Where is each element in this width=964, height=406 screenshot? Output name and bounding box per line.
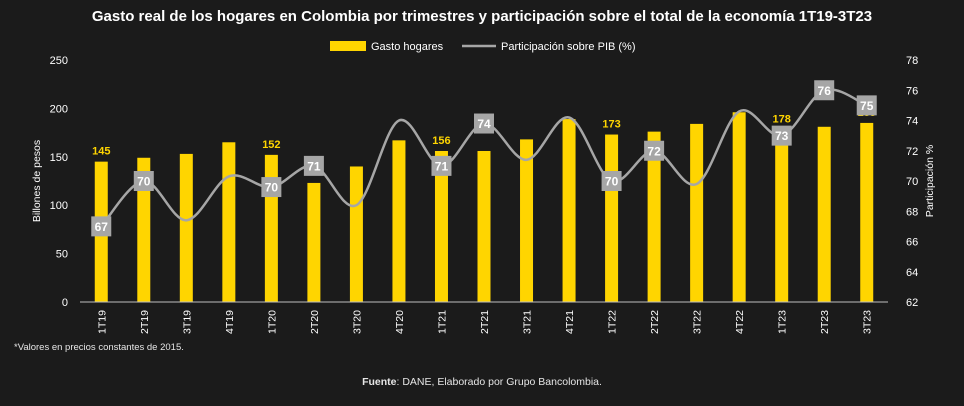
bar (605, 134, 619, 302)
line-label-badge (91, 216, 112, 237)
bar-data-label: 152 (262, 139, 280, 151)
y2-axis-label: Participación % (924, 145, 936, 217)
y-tick-label: 100 (50, 200, 68, 212)
x-tick-label: 2T19 (139, 310, 151, 334)
line-data-label: 67 (95, 220, 109, 234)
x-tick-label: 1T19 (96, 310, 108, 334)
x-tick-label: 2T21 (479, 310, 491, 334)
y2-tick-label: 78 (906, 55, 918, 67)
bar (349, 166, 363, 302)
bar (732, 112, 746, 302)
line-data-label: 70 (605, 175, 619, 189)
line-data-label: 74 (477, 117, 491, 131)
chart-title: Gasto real de los hogares en Colombia po… (91, 8, 873, 25)
line-data-label: 70 (137, 175, 151, 189)
line-label-badge (771, 125, 792, 146)
bar (860, 122, 874, 302)
line-label-badge (601, 171, 622, 191)
y2-tick-label: 72 (906, 146, 918, 158)
y-axis-label: Billones de pesos (31, 140, 43, 222)
bar (434, 150, 448, 302)
bar (562, 119, 576, 302)
bar (477, 150, 491, 302)
x-tick-label: 4T21 (564, 310, 576, 334)
legend-swatch-bars (330, 41, 366, 51)
x-tick-label: 1T22 (607, 310, 619, 334)
x-tick-label: 4T20 (394, 310, 406, 334)
line-data-label: 70 (265, 181, 279, 195)
bar (647, 131, 661, 302)
source-note: Fuente: DANE, Elaborado por Grupo Bancol… (0, 376, 964, 388)
x-tick-label: 2T20 (309, 310, 321, 334)
line-data-label: 76 (818, 84, 832, 98)
bar (222, 142, 236, 302)
line-data-label: 72 (647, 144, 661, 158)
line-data-label: 75 (860, 99, 874, 113)
bar (179, 153, 193, 302)
x-tick-label: 1T21 (436, 310, 448, 334)
bar (690, 123, 704, 302)
y2-tick-label: 70 (906, 176, 918, 188)
x-tick-label: 2T22 (649, 310, 661, 334)
bar (775, 129, 789, 302)
x-tick-label: 3T23 (862, 310, 874, 334)
x-tick-label: 4T22 (734, 310, 746, 334)
source-label: Fuente (362, 376, 397, 388)
bar-data-label: 145 (92, 146, 110, 158)
line-label-badge (133, 171, 154, 191)
y-tick-label: 50 (56, 249, 68, 261)
y-tick-label: 200 (50, 103, 68, 115)
line-label-badge (644, 140, 665, 161)
source-text: : DANE, Elaborado por Grupo Bancolombia. (396, 376, 602, 388)
y2-tick-label: 74 (906, 116, 918, 128)
line-data-label: 73 (775, 129, 789, 143)
y-tick-label: 0 (62, 297, 68, 309)
x-tick-label: 3T21 (522, 310, 534, 334)
line-label-badge (431, 155, 452, 176)
bar (137, 157, 151, 302)
y2-tick-label: 66 (906, 237, 918, 249)
y2-tick-label: 62 (906, 297, 918, 309)
x-tick-label: 2T23 (819, 310, 831, 334)
x-tick-label: 1T23 (777, 310, 789, 334)
legend-label-bars: Gasto hogares (371, 41, 444, 53)
line-data-label: 71 (435, 159, 449, 173)
y2-tick-label: 68 (906, 206, 918, 218)
x-tick-label: 3T20 (351, 310, 363, 334)
line-label-badge (261, 177, 282, 198)
legend-label-line: Participación sobre PIB (%) (501, 41, 636, 53)
bar-data-label: 173 (602, 119, 620, 131)
y-tick-label: 150 (50, 152, 68, 164)
bar (520, 139, 534, 302)
x-tick-label: 1T20 (266, 310, 278, 334)
line-label-badge (856, 95, 877, 116)
y-tick-label: 250 (50, 55, 68, 67)
x-tick-label: 4T19 (224, 310, 236, 334)
bar (392, 140, 406, 302)
line-data-label: 71 (307, 159, 321, 173)
x-tick-label: 3T22 (692, 310, 704, 334)
bar (307, 182, 321, 302)
y2-tick-label: 64 (906, 267, 918, 279)
line-label-badge (474, 113, 494, 134)
line-label-badge (814, 80, 835, 101)
line-label-badge (303, 155, 324, 176)
bar (264, 154, 278, 302)
bar (817, 126, 831, 303)
x-tick-label: 3T19 (181, 310, 193, 334)
footnote: *Valores en precios constantes de 2015. (14, 342, 184, 353)
bar-data-label: 156 (432, 135, 450, 147)
y2-tick-label: 76 (906, 85, 918, 97)
bar-data-label: 178 (773, 114, 791, 126)
